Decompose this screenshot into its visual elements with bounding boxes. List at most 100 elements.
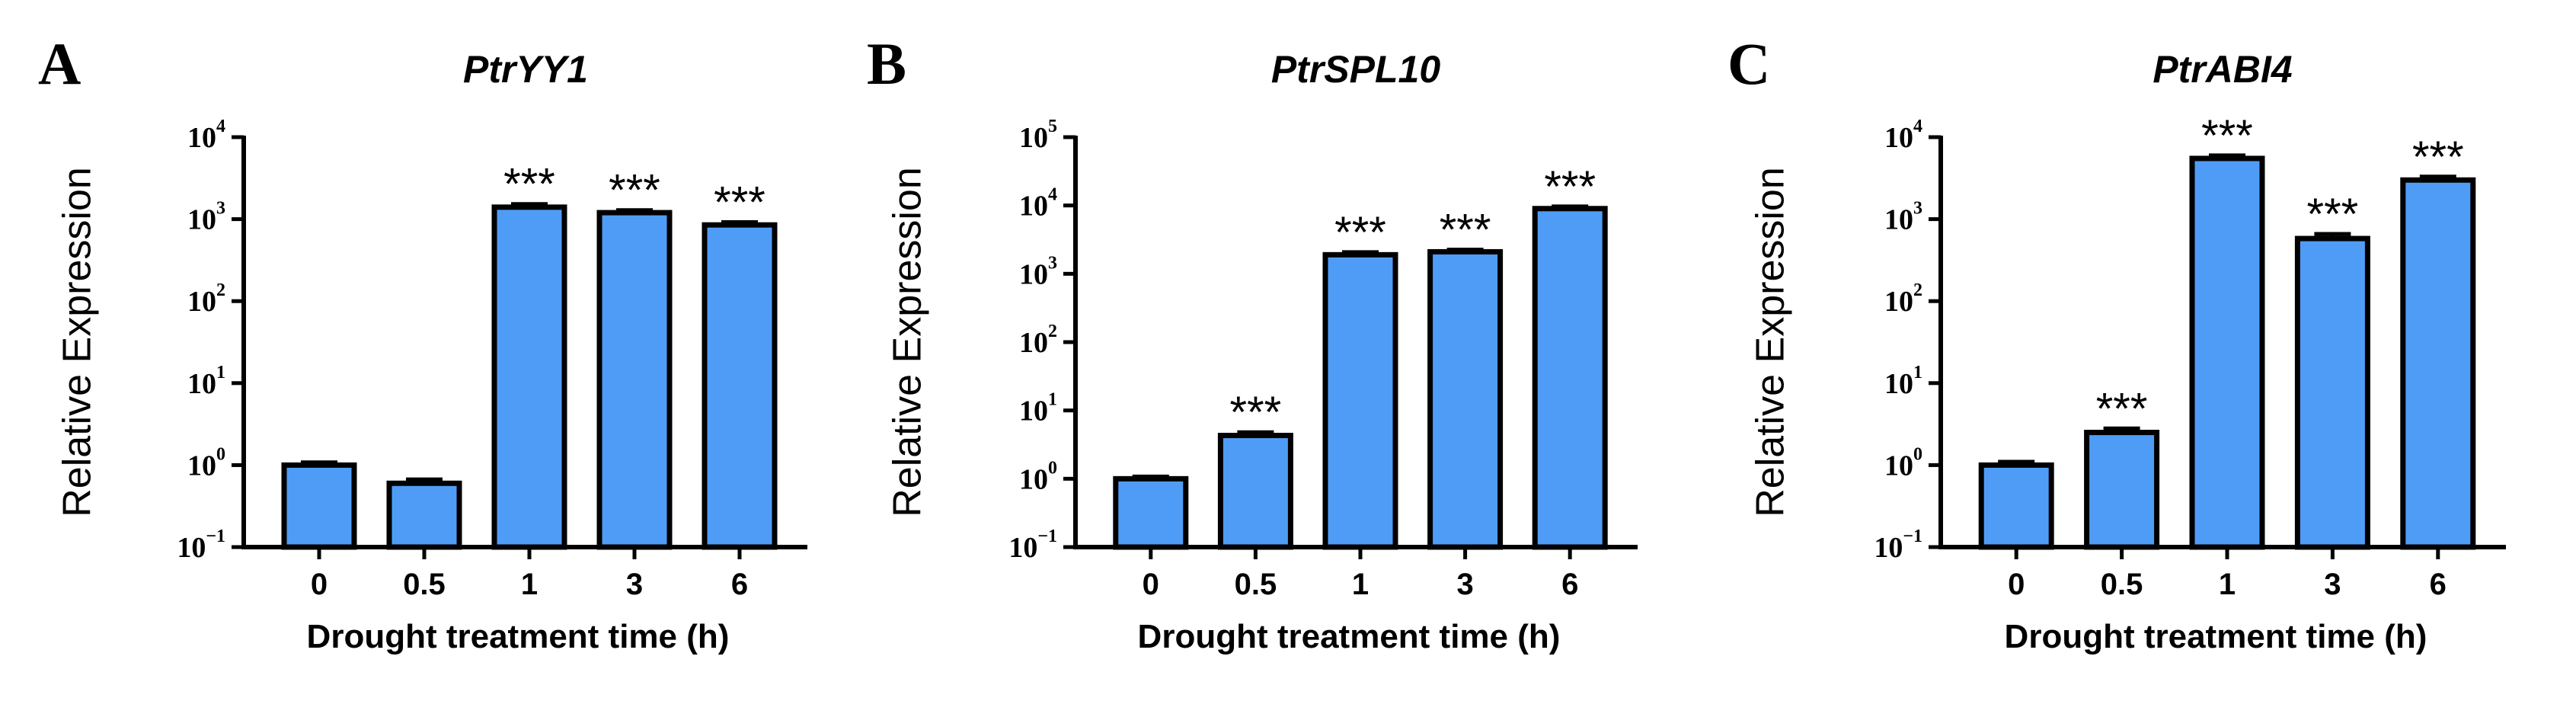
y-tick-base: 10 xyxy=(1884,368,1913,400)
significance-label: *** xyxy=(714,178,765,227)
bar-3[interactable] xyxy=(596,210,673,550)
y-tick-base: 10 xyxy=(1884,450,1913,482)
bar-6[interactable] xyxy=(1532,206,1608,550)
bar-0.5[interactable] xyxy=(386,480,462,550)
y-tick-exponent: 4 xyxy=(1913,117,1922,136)
significance-label: *** xyxy=(609,166,660,216)
y-tick-exponent: 2 xyxy=(1913,280,1922,300)
y-tick-label: 101 xyxy=(187,363,225,400)
x-tick-label: 1 xyxy=(2219,568,2236,601)
y-tick-exponent: 4 xyxy=(216,117,225,136)
significance-label: *** xyxy=(503,160,555,210)
x-tick-label: 1 xyxy=(1352,568,1369,601)
x-tick-label: 3 xyxy=(1456,568,1473,601)
panel-letter: C xyxy=(1727,30,1770,97)
chart-title: PtrABI4 xyxy=(2153,48,2292,91)
bar-1[interactable] xyxy=(2189,155,2265,550)
y-tick-label: 10−1 xyxy=(1008,527,1057,564)
y-tick-label: 103 xyxy=(187,199,225,236)
y-tick-label: 102 xyxy=(187,280,225,318)
y-tick-label: 10−1 xyxy=(177,527,225,564)
bar-0[interactable] xyxy=(1978,462,2054,550)
bar-6[interactable] xyxy=(2400,177,2476,550)
y-tick-label: 103 xyxy=(1019,253,1057,290)
panel-b: B PtrSPL10 Relative Expression Drought trea… xyxy=(867,30,1638,655)
chart-title: PtrYY1 xyxy=(463,48,588,91)
y-tick-base: 10 xyxy=(1884,122,1913,154)
y-tick-label: 104 xyxy=(1019,185,1057,222)
bar-1[interactable] xyxy=(491,204,567,550)
bar-0[interactable] xyxy=(281,462,357,550)
bar-1[interactable] xyxy=(1322,251,1398,550)
y-tick-exponent: 2 xyxy=(216,280,225,300)
y-tick-base: 10 xyxy=(187,368,216,400)
y-tick-base: 10 xyxy=(177,532,206,564)
bar-0[interactable] xyxy=(1113,475,1189,550)
x-tick-label: 0.5 xyxy=(1235,568,1277,601)
x-tick-label: 0 xyxy=(1143,568,1159,601)
y-tick-exponent: 3 xyxy=(1048,253,1057,273)
x-tick-label: 3 xyxy=(626,568,643,601)
y-tick-base: 10 xyxy=(1019,190,1048,222)
y-tick-base: 10 xyxy=(187,450,216,482)
chart-title: PtrSPL10 xyxy=(1271,48,1441,91)
x-axis-label: Drought treatment time (h) xyxy=(2005,618,2427,655)
y-tick-base: 10 xyxy=(1019,258,1048,290)
y-tick-exponent: 1 xyxy=(1913,363,1922,383)
y-tick-label: 104 xyxy=(1884,117,1922,154)
y-tick-label: 10−1 xyxy=(1874,527,1922,564)
y-tick-label: 100 xyxy=(187,444,225,482)
bar-3[interactable] xyxy=(2294,235,2370,550)
x-tick-label: 0 xyxy=(2008,568,2025,601)
panel-letter: A xyxy=(38,30,81,97)
y-tick-label: 101 xyxy=(1019,390,1057,427)
significance-label: *** xyxy=(1230,388,1282,437)
y-tick-base: 10 xyxy=(1884,286,1913,318)
bar-0.5[interactable] xyxy=(1217,433,1293,550)
y-tick-label: 102 xyxy=(1019,322,1057,359)
panel-letter: B xyxy=(867,30,906,97)
y-tick-label: 100 xyxy=(1884,444,1922,482)
y-tick-exponent: 2 xyxy=(1048,322,1057,341)
bar-6[interactable] xyxy=(702,222,778,550)
significance-label: *** xyxy=(2307,190,2359,239)
y-axis-label: Relative Expression xyxy=(886,167,930,517)
x-tick-label: 0.5 xyxy=(2101,568,2143,601)
x-tick-label: 3 xyxy=(2324,568,2341,601)
x-axis-label: Drought treatment time (h) xyxy=(1138,618,1561,655)
y-tick-exponent: 5 xyxy=(1048,117,1057,136)
y-tick-exponent: 4 xyxy=(1048,185,1057,205)
bar-0.5[interactable] xyxy=(2084,430,2160,550)
significance-label: *** xyxy=(1544,162,1596,212)
y-tick-exponent: 0 xyxy=(216,444,225,464)
y-axis-label: Relative Expression xyxy=(1749,167,1793,517)
y-tick-base: 10 xyxy=(187,204,216,236)
y-tick-label: 103 xyxy=(1884,199,1922,236)
panel-c: C PtrABI4 Relative Expression Drought treat… xyxy=(1727,30,2506,655)
y-tick-exponent: 1 xyxy=(1048,390,1057,410)
x-tick-label: 6 xyxy=(1561,568,1578,601)
y-tick-base: 10 xyxy=(1008,532,1037,564)
y-tick-exponent: 3 xyxy=(1913,199,1922,219)
x-tick-label: 0 xyxy=(311,568,328,601)
y-tick-label: 102 xyxy=(1884,280,1922,318)
y-tick-base: 10 xyxy=(187,122,216,154)
y-tick-base: 10 xyxy=(1019,395,1048,427)
y-axis-label: Relative Expression xyxy=(56,167,100,517)
y-tick-base: 10 xyxy=(1019,122,1048,154)
y-tick-base: 10 xyxy=(187,286,216,318)
x-tick-label: 6 xyxy=(731,568,748,601)
panel-a: A PtrYY1 Relative Expression Drought treatm… xyxy=(38,30,807,655)
x-tick-label: 0.5 xyxy=(403,568,446,601)
y-tick-base: 10 xyxy=(1874,532,1903,564)
y-tick-exponent: −1 xyxy=(1903,527,1922,546)
bar-3[interactable] xyxy=(1427,248,1504,550)
y-tick-exponent: 0 xyxy=(1048,458,1057,478)
y-tick-exponent: −1 xyxy=(206,527,225,546)
y-tick-label: 100 xyxy=(1019,458,1057,495)
significance-label: *** xyxy=(2412,133,2464,182)
y-tick-exponent: 0 xyxy=(1913,444,1922,464)
y-tick-base: 10 xyxy=(1019,463,1048,495)
y-tick-label: 104 xyxy=(187,117,225,154)
x-tick-label: 1 xyxy=(521,568,538,601)
